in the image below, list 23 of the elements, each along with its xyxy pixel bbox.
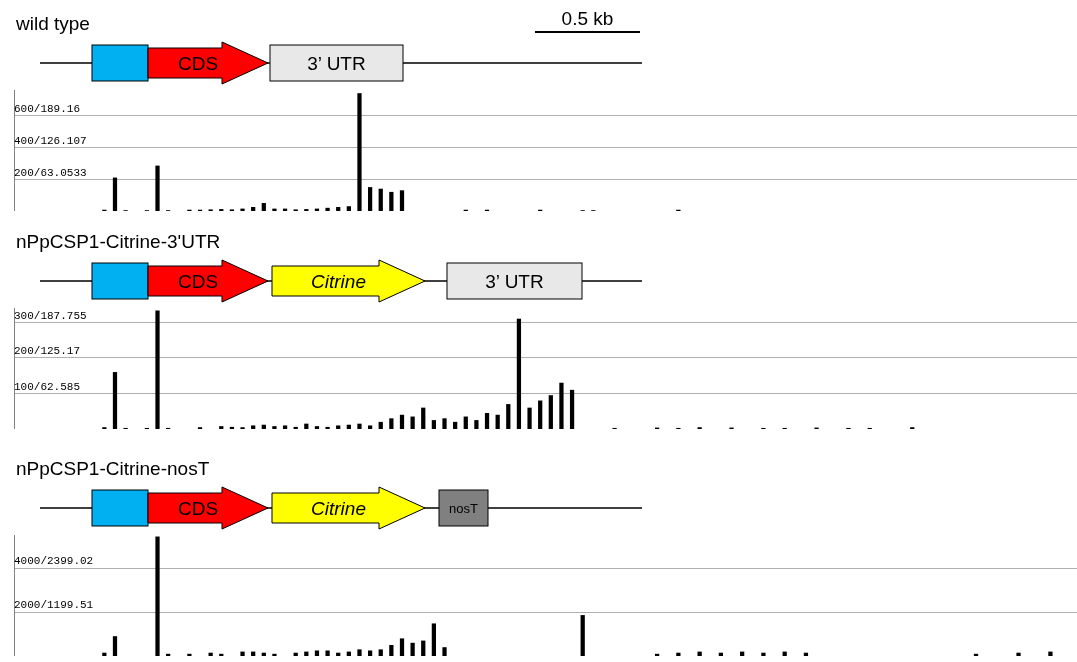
text: 0.5 kb — [561, 8, 614, 29]
y2-tick-label: /126.107 — [33, 134, 87, 147]
gene-diagram: CDS Citrine 3’ UTR — [39, 259, 643, 303]
y-tick-label: 4000 — [14, 555, 41, 568]
y2-tick-label: /187.755 — [33, 309, 87, 322]
chart-title: wild type — [16, 13, 90, 35]
y2-tick-label: /189.16 — [33, 102, 81, 115]
y-tick-label: 2000 — [14, 599, 41, 612]
y-tick-label: 300 — [14, 309, 34, 322]
chart-title: nPpCSP1-Citrine-3'UTR — [16, 231, 221, 253]
y2-tick-label: /2399.02 — [40, 555, 94, 568]
y-tick-label: 200 — [14, 166, 34, 179]
gene-diagram: CDS 3’ UTR — [39, 41, 643, 85]
y2-tick-label: /125.17 — [33, 345, 81, 358]
y2-tick-label: /62.585 — [33, 380, 81, 393]
y-tick-label: 100 — [14, 380, 34, 393]
y-tick-label: 600 — [14, 102, 34, 115]
chart-title: nPpCSP1-Citrine-nosT — [16, 458, 210, 480]
y2-tick-label: /63.0533 — [33, 166, 87, 179]
y2-tick-label: /1199.51 — [40, 599, 94, 612]
y-tick-label: 400 — [14, 134, 34, 147]
gene-diagram: CDS Citrine nosT — [39, 486, 643, 530]
y-tick-label: 200 — [14, 345, 34, 358]
